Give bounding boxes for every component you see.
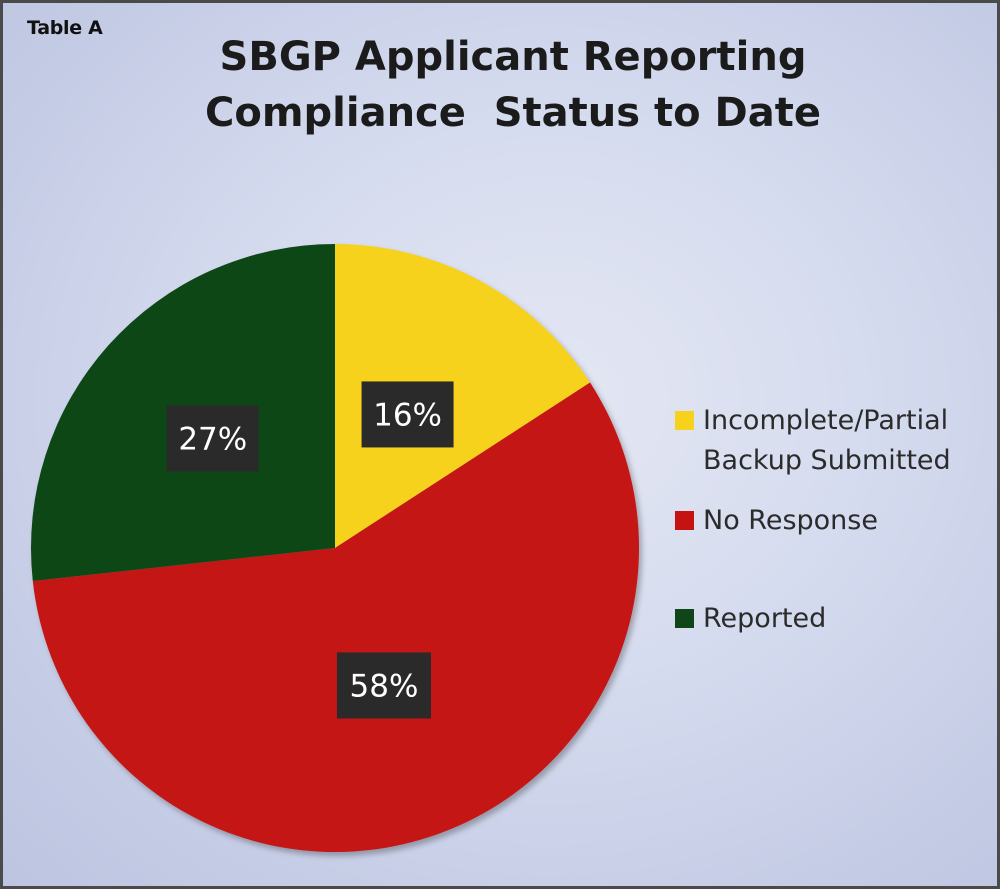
data-label-reported: 27% — [166, 405, 259, 472]
data-label-box-reported — [166, 405, 259, 472]
data-label-no-response: 58% — [336, 652, 431, 719]
pie-data-labels: 16% 58% 27% — [166, 381, 454, 719]
chart-title-line-1: SBGP Applicant Reporting — [219, 34, 807, 80]
legend-label-incomplete-line-2: Backup Submitted — [703, 445, 951, 476]
legend-swatch-incomplete — [675, 411, 694, 430]
chart-title: SBGP Applicant Reporting Compliance Stat… — [153, 29, 873, 141]
pie-chart: 16% 58% 27% — [30, 244, 639, 853]
legend-label-reported: Reported — [703, 603, 827, 634]
data-label-text-incomplete-partial-backup-submitted: 16% — [373, 397, 442, 433]
data-label-text-no-response: 58% — [350, 668, 419, 704]
table-label: Table A — [27, 17, 103, 39]
pie-slice-no-response — [32, 382, 639, 853]
chart-title-line-2: Compliance Status to Date — [205, 90, 821, 136]
legend-label-incomplete-line-1: Incomplete/Partial — [703, 405, 949, 436]
data-label-incomplete-partial-backup-submitted: 16% — [361, 381, 454, 448]
legend-label-no-response: No Response — [703, 505, 878, 536]
pie-slice-incomplete-partial-backup-submitted — [335, 244, 591, 548]
pie-slices — [30, 244, 639, 853]
legend-swatch-no-response — [675, 511, 694, 530]
data-label-box-incomplete-partial-backup-submitted — [361, 381, 454, 448]
data-label-box-no-response — [336, 652, 431, 719]
legend-swatch-reported — [675, 609, 694, 628]
data-label-text-reported: 27% — [178, 421, 247, 457]
